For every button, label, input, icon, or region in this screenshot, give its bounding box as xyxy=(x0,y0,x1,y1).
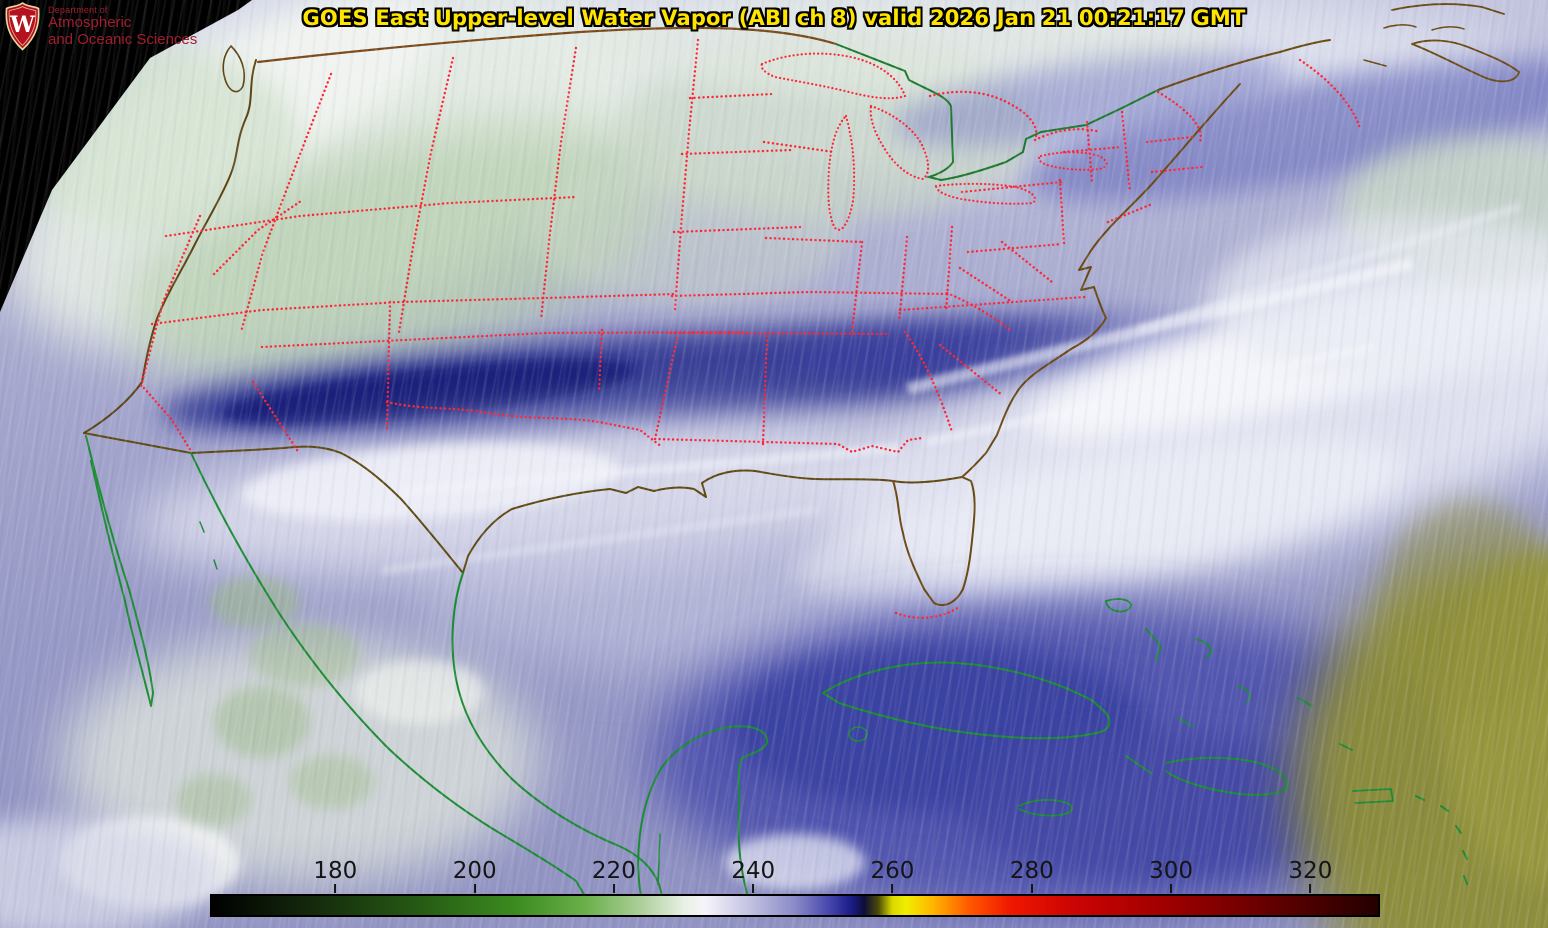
state-borders xyxy=(139,38,1362,619)
logo-department-line: Department of xyxy=(48,5,108,15)
coastline-latin-caribbean xyxy=(85,435,1468,907)
colorbar-tick: 240 xyxy=(731,858,775,893)
great-lakes-outlines xyxy=(760,52,1108,231)
colorbar: 180 200 220 240 260 280 300 320 xyxy=(210,854,1380,918)
colorbar-tick: 260 xyxy=(870,858,915,893)
colorbar-tick-label: 320 xyxy=(1288,858,1333,884)
us-canada-border-green xyxy=(835,43,1159,182)
colorbar-tick-mark xyxy=(1309,884,1312,893)
logo-line-2: and Oceanic Sciences xyxy=(48,30,198,48)
coastline-north-america xyxy=(83,3,1520,607)
uw-crest-logo: W xyxy=(5,2,40,51)
colorbar-tick: 180 xyxy=(313,858,357,893)
colorbar-tick-mark xyxy=(612,884,615,893)
colorbar-tick: 220 xyxy=(592,858,636,893)
colorbar-tick-label: 260 xyxy=(870,858,915,884)
crest-letter: W xyxy=(9,12,35,38)
logo-text-block: Department of Atmospheric and Oceanic Sc… xyxy=(48,5,197,49)
logo-line-1: Atmospheric xyxy=(48,14,132,32)
offdisk-black-wedge xyxy=(0,0,252,312)
colorbar-tick-label: 220 xyxy=(591,858,636,884)
colorbar-tick-label: 200 xyxy=(452,858,497,884)
colorbar-tick-label: 280 xyxy=(1009,858,1054,884)
colorbar-tick: 280 xyxy=(1010,858,1054,893)
image-title: GOES East Upper-level Water Vapor (ABI c… xyxy=(302,6,1246,30)
colorbar-tick-mark xyxy=(1170,884,1173,893)
colorbar-tick: 300 xyxy=(1149,858,1193,893)
colorbar-tick-mark xyxy=(1030,884,1033,893)
colorbar-tick-mark xyxy=(473,884,476,893)
colorbar-tick-label: 180 xyxy=(313,858,358,884)
colorbar-tick-mark xyxy=(752,884,755,893)
colorbar-tick-mark xyxy=(891,884,894,893)
colorbar-tick-mark xyxy=(334,884,337,893)
uw-aos-logo: W Department of Atmospheric and Oceanic … xyxy=(4,2,197,51)
colorbar-tick: 200 xyxy=(453,858,497,893)
colorbar-gradient xyxy=(210,894,1380,917)
colorbar-tick-label: 240 xyxy=(731,858,776,884)
colorbar-tick-label: 300 xyxy=(1149,858,1193,884)
colorbar-tick: 320 xyxy=(1288,858,1332,893)
